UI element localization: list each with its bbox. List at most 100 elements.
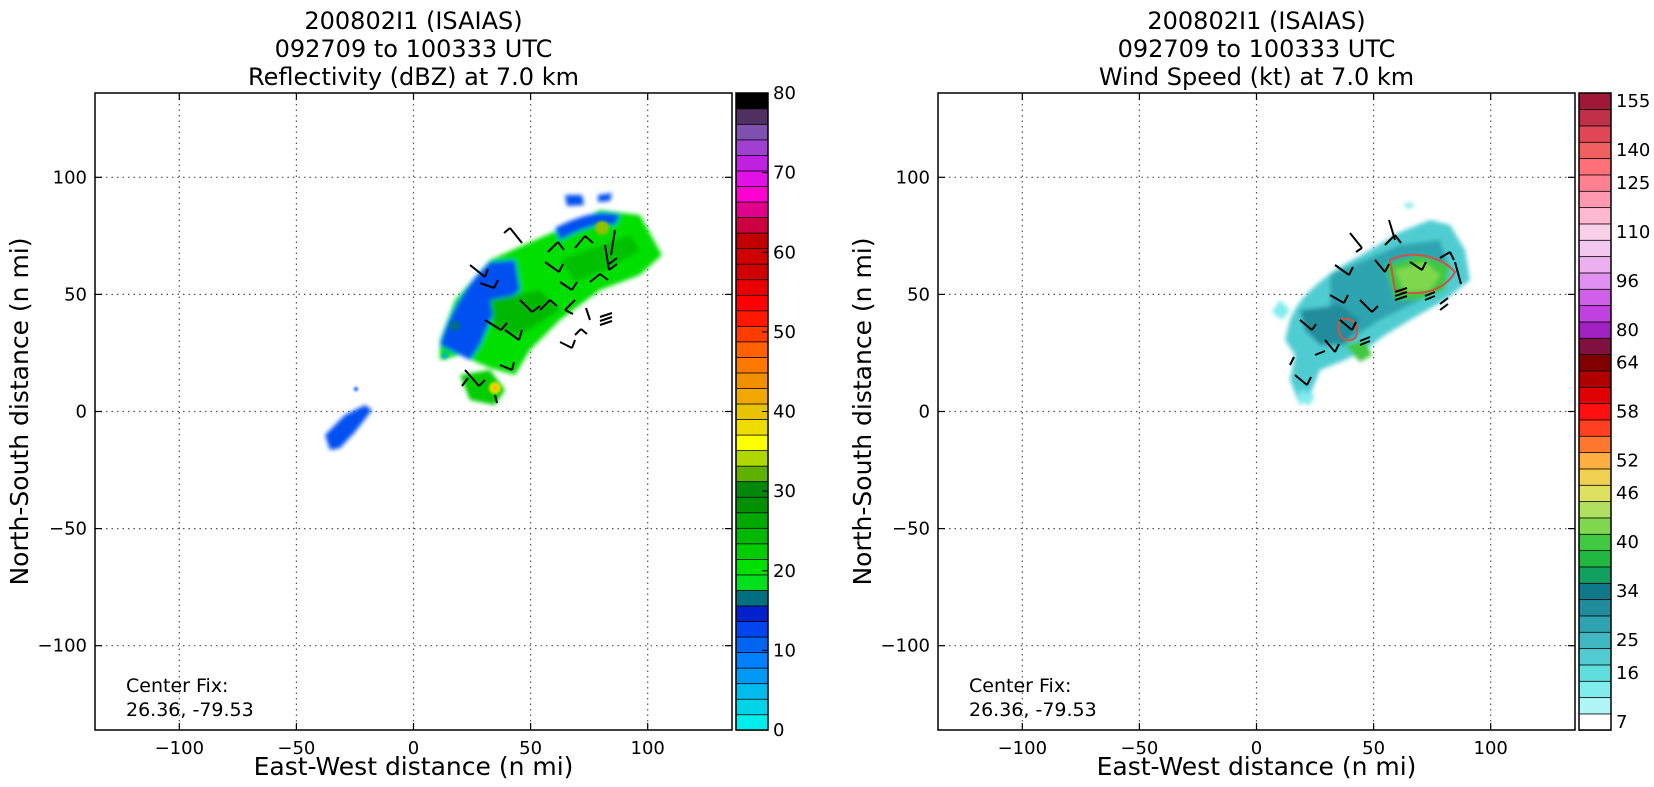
y-tick-label: 0: [76, 402, 87, 423]
colorbar-tick-label: 30: [773, 481, 796, 502]
chart-title-line1: 200802I1 (ISAIAS): [304, 7, 522, 35]
colorbar-segment: [1578, 304, 1612, 323]
colorbar-segment: [1578, 533, 1612, 552]
y-axis-label: North-South distance (n mi): [5, 237, 34, 585]
colorbar-segment: [735, 714, 769, 731]
plot-frame: [937, 92, 1576, 731]
colorbar-segment: [1578, 435, 1612, 454]
colorbar-segment: [735, 481, 769, 498]
colorbar-tick-label: 125: [1616, 173, 1650, 194]
colorbar-segment: [1578, 680, 1612, 699]
colorbar-segment: [735, 201, 769, 218]
colorbar-segment: [735, 418, 769, 436]
colorbar-segment: [1578, 288, 1612, 307]
chart-title-line2: 092709 to 100333 UTC: [1118, 35, 1396, 63]
colorbar-tick-label: 46: [1616, 483, 1639, 504]
colorbar-segment: [1578, 206, 1612, 225]
colorbar-tick-label: 50: [773, 322, 796, 343]
colorbar-segment: [735, 449, 769, 467]
colorbar-segment: [735, 682, 769, 700]
colorbar-tick-label: 34: [1616, 581, 1639, 602]
colorbar-tick-label: 40: [773, 402, 796, 423]
colorbar-segment: [735, 247, 769, 265]
colorbar-tick-label: 16: [1616, 663, 1639, 684]
gridlines: [95, 93, 732, 730]
colorbar-segment: [735, 434, 769, 452]
colorbar-segment: [735, 512, 769, 529]
chart-title-line3: Wind Speed (kt) at 7.0 km: [1099, 63, 1414, 91]
x-tick-label: 100: [1474, 738, 1508, 759]
colorbar-segment: [1578, 386, 1612, 405]
colorbar-segment: [1578, 664, 1612, 682]
colorbar-segment: [1578, 92, 1612, 111]
colorbar-segment: [735, 92, 769, 110]
x-tick-label: −50: [277, 738, 315, 759]
colorbar-tick-label: 7: [1616, 712, 1627, 733]
colorbar-tick-label: 25: [1616, 630, 1639, 651]
colorbar-segment: [735, 356, 769, 374]
colorbar-tick-label: 80: [773, 83, 796, 104]
x-tick-label: 50: [519, 738, 542, 759]
colorbar-segment: [1578, 321, 1612, 339]
colorbar-tick-label: 0: [773, 720, 784, 741]
colorbar-segment: [735, 465, 769, 483]
colorbar-segment: [1578, 141, 1612, 160]
y-axis-label: North-South distance (n mi): [848, 237, 877, 585]
colorbar-segment: [1578, 419, 1612, 437]
colorbar-segment: [1578, 647, 1612, 666]
y-tick-label: −100: [881, 636, 930, 657]
center-fix-label: Center Fix:: [126, 675, 228, 697]
colorbar-segment: [735, 108, 769, 125]
colorbar-segment: [1578, 370, 1612, 388]
x-tick-label: 50: [1362, 738, 1385, 759]
colorbar-segment: [1578, 582, 1612, 601]
colorbar-tick-label: 10: [773, 640, 796, 661]
x-tick-label: −100: [998, 738, 1047, 759]
x-tick-label: −100: [155, 738, 204, 759]
colorbar-tick-label: 80: [1616, 320, 1639, 341]
colorbar-segment: [1578, 272, 1612, 290]
chart-title-line3: Reflectivity (dBZ) at 7.0 km: [248, 63, 579, 91]
colorbar-tick-label: 64: [1616, 353, 1639, 374]
colorbar-segment: [1578, 223, 1612, 241]
colorbar-tick-label: 52: [1616, 451, 1639, 472]
axis-ticks: −100 −50 0 50 100 −100 −50 0 50 100: [881, 93, 1575, 759]
colorbar-segment: [735, 294, 769, 312]
x-axis-label: East-West distance (n mi): [1097, 752, 1417, 781]
colorbar-segment: [735, 185, 769, 203]
colorbar-tick-label: 96: [1616, 271, 1639, 292]
colorbar-tick-label: 58: [1616, 402, 1639, 423]
colorbar-tick-label: 40: [1616, 532, 1639, 553]
center-fix-value: 26.36, -79.53: [126, 699, 254, 721]
colorbar-segment: [1578, 190, 1612, 209]
y-tick-label: 100: [53, 167, 87, 188]
colorbar-segment: [735, 620, 769, 638]
reflectivity-field: [325, 193, 662, 450]
y-tick-label: 50: [64, 284, 87, 305]
chart-title-line2: 092709 to 100333 UTC: [275, 35, 553, 63]
colorbar-segment: [735, 589, 769, 607]
colorbar-segment: [735, 232, 769, 250]
colorbar-segment: [1578, 713, 1612, 731]
colorbar-segment: [1578, 353, 1612, 372]
y-tick-label: −50: [892, 519, 930, 540]
colorbar-segment: [1578, 108, 1612, 127]
x-axis-label: East-West distance (n mi): [254, 752, 574, 781]
y-tick-label: 100: [896, 167, 930, 188]
colorbar-segment: [735, 496, 769, 514]
colorbar-reflectivity: 0 10 20 30 40 50 60 70 80: [735, 83, 796, 741]
x-tick-label: 100: [631, 738, 665, 759]
colorbar-segment: [1578, 451, 1612, 470]
colorbar-segment: [1578, 615, 1612, 633]
center-fix-value: 26.36, -79.53: [969, 699, 1097, 721]
colorbar-segment: [1578, 484, 1612, 503]
colorbar-segment: [1578, 174, 1612, 192]
colorbar-segment: [1578, 255, 1612, 274]
y-tick-label: 50: [907, 284, 930, 305]
colorbar-segment: [735, 605, 769, 622]
y-tick-label: −100: [38, 636, 87, 657]
plot-frame: [94, 92, 733, 731]
colorbar-segment: [735, 698, 769, 716]
panel-reflectivity: 200802I1 (ISAIAS) 092709 to 100333 UTC R…: [5, 7, 796, 781]
colorbar-segment: [735, 387, 769, 405]
